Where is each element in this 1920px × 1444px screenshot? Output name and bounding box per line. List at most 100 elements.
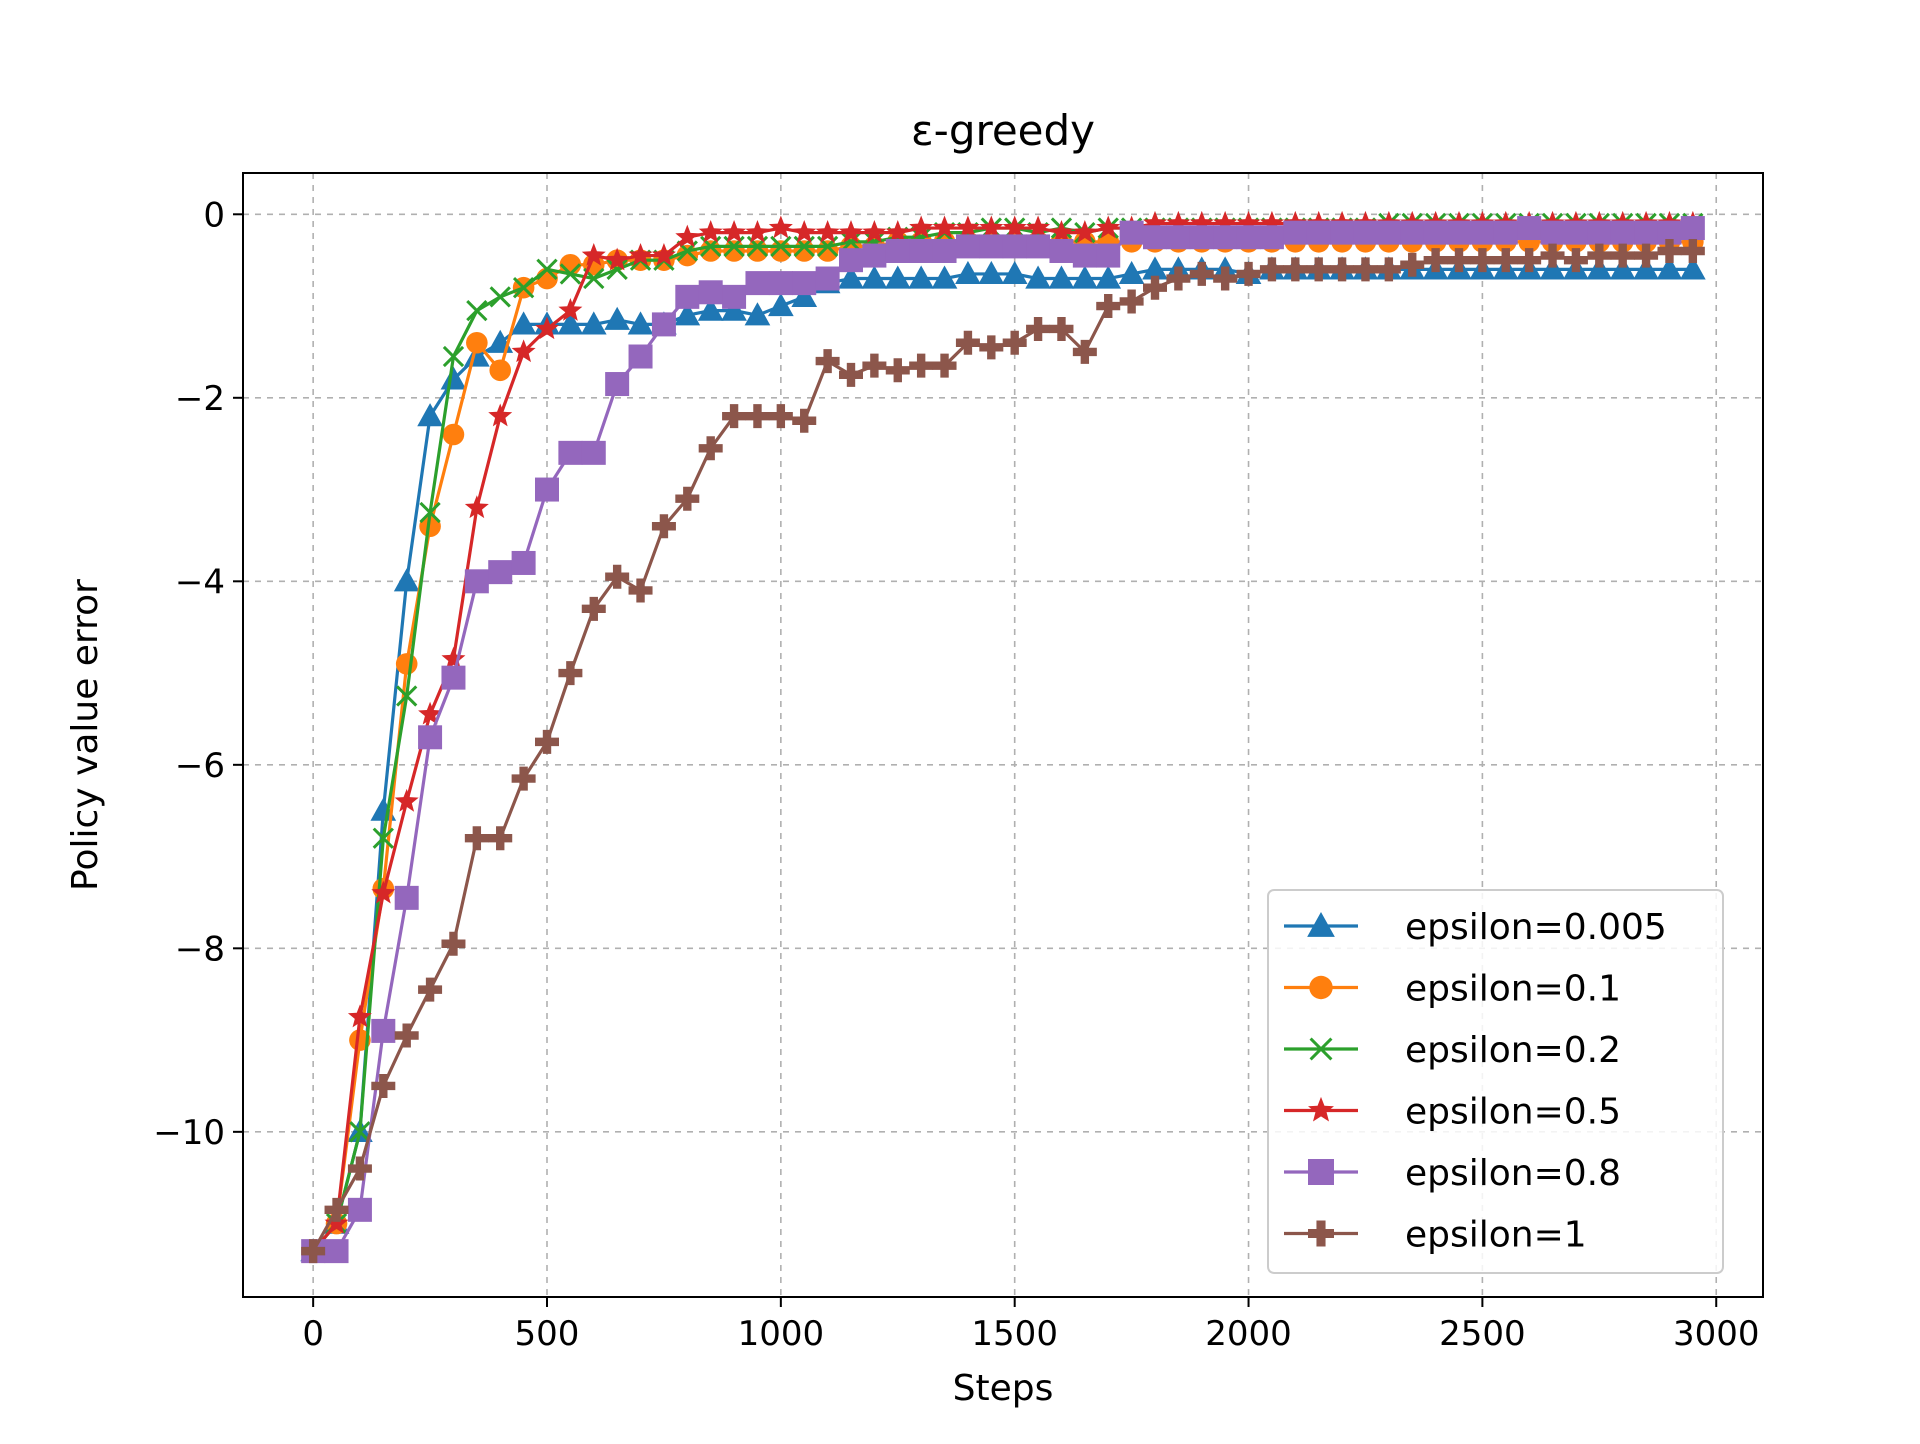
data-point <box>931 265 958 289</box>
data-point <box>721 297 747 321</box>
data-point <box>1517 216 1542 241</box>
data-point <box>1236 225 1261 250</box>
data-point <box>464 495 489 519</box>
data-point <box>1072 339 1097 364</box>
data-point <box>1679 256 1706 280</box>
data-point <box>372 827 394 849</box>
data-point <box>419 515 441 538</box>
data-point <box>885 220 910 243</box>
data-point <box>1539 256 1566 280</box>
x-tick-label: 3000 <box>1673 1314 1760 1354</box>
data-point <box>1470 220 1495 245</box>
data-point <box>1143 225 1167 250</box>
data-point <box>978 260 1005 285</box>
data-point <box>909 215 934 239</box>
data-point <box>1026 215 1051 239</box>
data-point <box>1493 220 1518 245</box>
data-point <box>1072 243 1097 268</box>
data-point <box>489 286 511 308</box>
data-point <box>1400 220 1425 245</box>
data-point <box>442 423 465 446</box>
data-point <box>838 265 864 289</box>
data-point <box>1119 220 1144 245</box>
data-point <box>909 238 934 263</box>
data-point <box>675 284 700 309</box>
data-point <box>1353 257 1378 282</box>
data-point <box>466 331 488 354</box>
data-point <box>885 238 910 263</box>
data-point <box>442 345 465 368</box>
data-point <box>1049 238 1074 263</box>
data-point <box>628 344 653 369</box>
legend-item: epsilon=0.005 <box>1284 907 1667 948</box>
data-point <box>909 353 934 378</box>
x-tick-label: 1500 <box>971 1314 1058 1354</box>
data-point <box>722 284 747 309</box>
data-point <box>1306 257 1331 282</box>
legend-item: epsilon=1 <box>1284 1215 1587 1256</box>
data-point <box>371 1073 396 1098</box>
data-point <box>839 362 863 387</box>
data-point <box>1330 257 1355 282</box>
data-point <box>1423 220 1448 245</box>
data-point <box>932 215 957 239</box>
data-point <box>1447 248 1471 273</box>
data-point <box>324 1197 349 1222</box>
data-point <box>955 215 980 239</box>
data-point <box>1026 234 1051 259</box>
data-point <box>581 440 606 465</box>
data-point <box>393 568 420 592</box>
data-point <box>885 358 910 383</box>
x-tick-label: 2000 <box>1205 1314 1292 1354</box>
data-point <box>722 404 747 429</box>
data-point <box>1283 257 1308 282</box>
data-point <box>651 312 676 337</box>
plot-frame <box>242 172 1764 1298</box>
data-point <box>1259 225 1284 250</box>
data-point <box>441 931 466 956</box>
data-point <box>1048 265 1075 289</box>
data-point <box>1166 210 1191 234</box>
data-point <box>535 477 559 502</box>
legend-item: epsilon=0.5 <box>1284 1092 1621 1133</box>
data-point <box>1071 265 1098 289</box>
data-point <box>558 661 583 686</box>
series-lines <box>300 210 1706 1264</box>
legend-label: epsilon=0.5 <box>1405 1092 1621 1133</box>
data-point <box>419 501 441 524</box>
data-point <box>581 242 606 266</box>
data-point <box>371 1018 396 1043</box>
data-point <box>1540 220 1565 245</box>
data-point <box>768 404 793 429</box>
data-point <box>862 220 887 243</box>
legend-label: epsilon=0.005 <box>1405 907 1667 948</box>
data-point <box>440 366 467 390</box>
y-tick-label: −10 <box>153 1113 225 1153</box>
legend-item: epsilon=0.1 <box>1284 969 1621 1010</box>
data-point <box>791 283 818 307</box>
data-point <box>1657 238 1682 263</box>
data-point <box>1376 257 1401 282</box>
data-point <box>1634 220 1659 245</box>
data-point <box>1587 220 1612 245</box>
data-point <box>1353 220 1378 245</box>
data-point <box>1072 220 1097 243</box>
data-point <box>1049 220 1074 243</box>
data-point <box>628 578 653 603</box>
data-point <box>698 280 723 305</box>
data-point <box>745 404 770 429</box>
series-epsilon=1 <box>301 238 1705 1264</box>
x-tick-label: 0 <box>302 1314 324 1354</box>
x-tick-label: 2500 <box>1439 1314 1526 1354</box>
data-point <box>1400 252 1425 277</box>
data-point <box>1680 238 1705 263</box>
data-point <box>815 220 840 243</box>
data-point <box>1259 257 1284 282</box>
data-point <box>1118 260 1145 285</box>
legend-item: epsilon=0.2 <box>1284 1030 1621 1071</box>
data-point <box>1189 210 1214 234</box>
data-point <box>1166 266 1191 291</box>
data-point <box>464 569 489 594</box>
data-point <box>301 1239 326 1264</box>
data-point <box>1540 243 1565 268</box>
